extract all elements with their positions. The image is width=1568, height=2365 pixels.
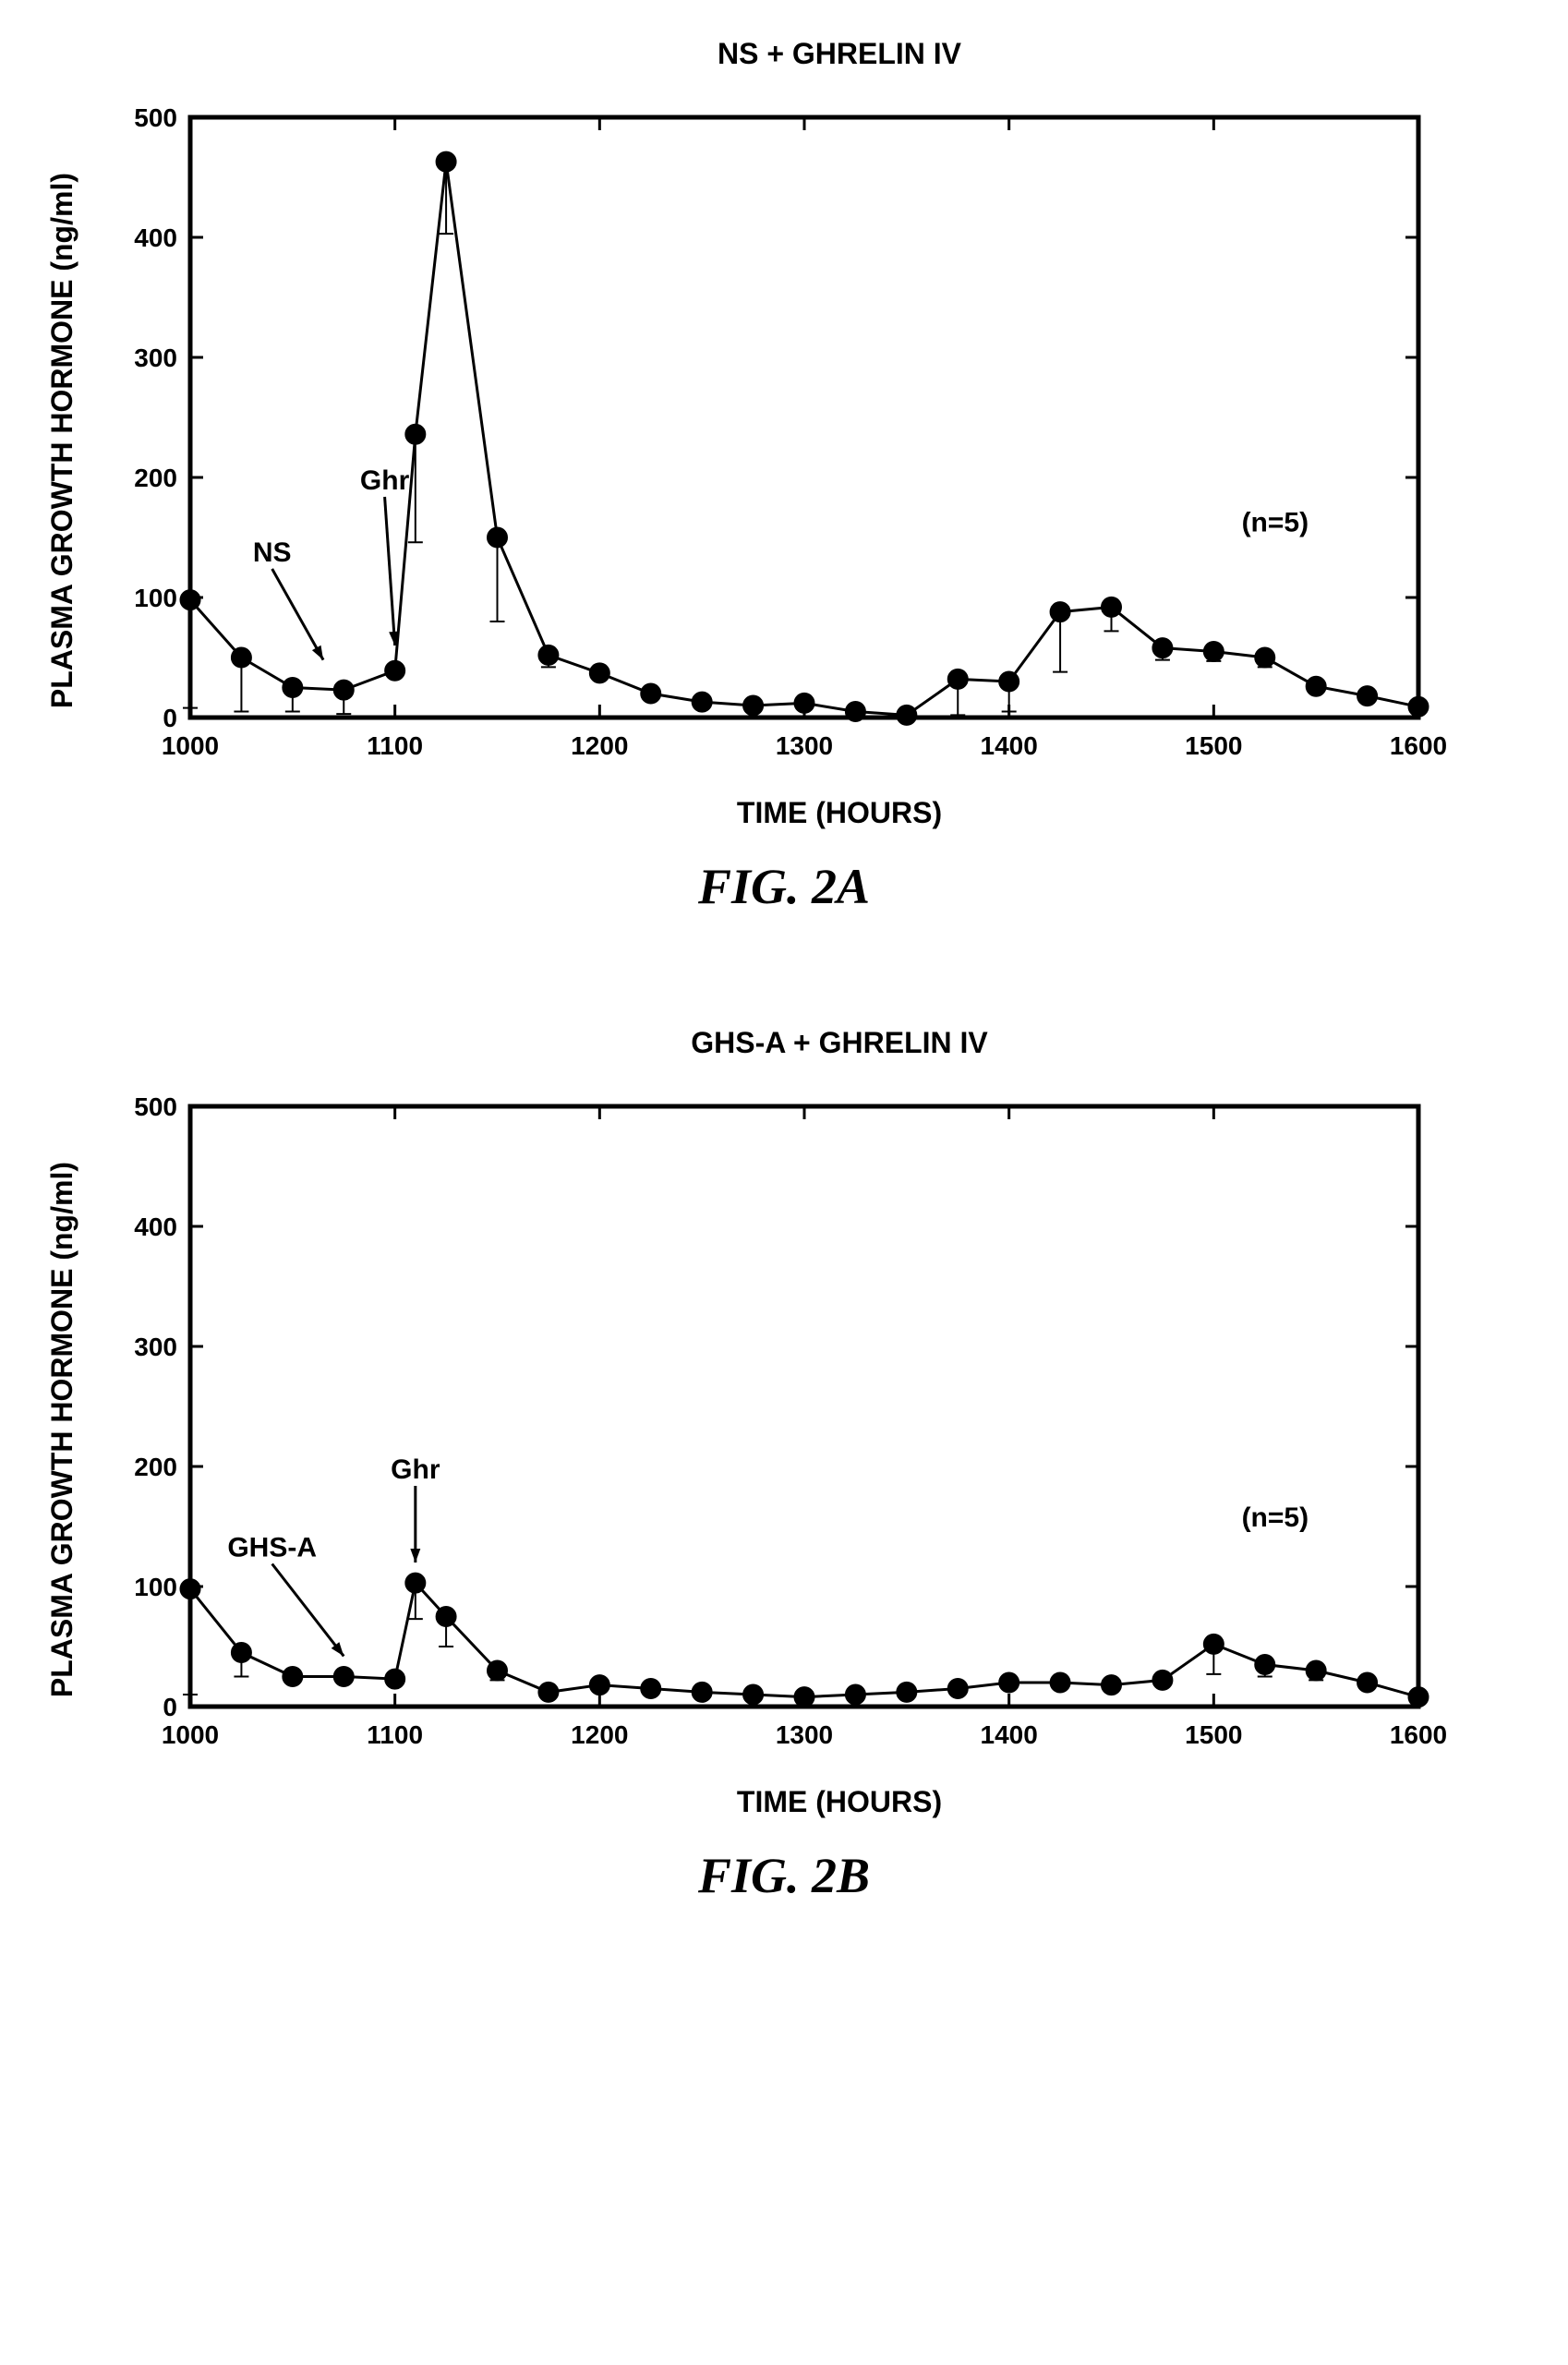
svg-text:200: 200 (134, 464, 177, 492)
svg-text:1200: 1200 (571, 1720, 628, 1749)
svg-text:1300: 1300 (776, 1720, 833, 1749)
svg-text:200: 200 (134, 1453, 177, 1481)
figure-2a-block: NS + GHRELIN IV PLASMA GROWTH HORMONE (n… (45, 37, 1523, 915)
svg-text:400: 400 (134, 1213, 177, 1241)
svg-text:1300: 1300 (776, 731, 833, 760)
chart-b-wrap: PLASMA GROWTH HORMONE (ng/ml) 0 100 200 300… (45, 1079, 1523, 1780)
svg-text:GHS-A: GHS-A (227, 1533, 317, 1563)
svg-text:Ghr: Ghr (360, 465, 410, 496)
svg-text:1000: 1000 (162, 1720, 219, 1749)
chart-a-xlabel: TIME (HOURS) (156, 796, 1523, 830)
svg-text:(n=5): (n=5) (1242, 1502, 1309, 1533)
svg-text:0: 0 (163, 704, 177, 732)
figure-2b-caption: FIG. 2B (45, 1847, 1523, 1904)
chart-a-wrap: PLASMA GROWTH HORMONE (ng/ml) 0 100 200 300… (45, 90, 1523, 791)
svg-text:1600: 1600 (1390, 731, 1447, 760)
svg-text:1000: 1000 (162, 731, 219, 760)
svg-text:500: 500 (134, 1092, 177, 1121)
svg-text:400: 400 (134, 223, 177, 252)
chart-a-ylabel: PLASMA GROWTH HORMONE (ng/ml) (45, 173, 79, 708)
svg-text:500: 500 (134, 103, 177, 132)
svg-text:Ghr: Ghr (391, 1454, 440, 1485)
chart-b-xlabel: TIME (HOURS) (156, 1785, 1523, 1819)
svg-text:(n=5): (n=5) (1242, 508, 1309, 538)
figure-2a-caption: FIG. 2A (45, 858, 1523, 915)
svg-text:300: 300 (134, 344, 177, 372)
svg-text:100: 100 (134, 1573, 177, 1601)
figure-container: NS + GHRELIN IV PLASMA GROWTH HORMONE (n… (45, 37, 1523, 1904)
svg-text:300: 300 (134, 1333, 177, 1361)
chart-b-ylabel: PLASMA GROWTH HORMONE (ng/ml) (45, 1162, 79, 1697)
figure-2b-block: GHS-A + GHRELIN IV PLASMA GROWTH HORMONE… (45, 1026, 1523, 1904)
chart-b-svg: 0 100 200 300 400 500 1000 1100 1200 1300 1400 1500… (89, 1079, 1455, 1780)
svg-text:1200: 1200 (571, 731, 628, 760)
chart-b-title: GHS-A + GHRELIN IV (156, 1026, 1523, 1060)
svg-text:1500: 1500 (1185, 1720, 1242, 1749)
svg-text:1400: 1400 (981, 1720, 1038, 1749)
svg-text:1100: 1100 (367, 731, 423, 760)
chart-a-svg: 0 100 200 300 400 500 1000 1100 1200 1300 1400 1500… (89, 90, 1455, 791)
chart-a-title: NS + GHRELIN IV (156, 37, 1523, 71)
svg-text:1500: 1500 (1185, 731, 1242, 760)
svg-text:0: 0 (163, 1693, 177, 1721)
svg-text:1400: 1400 (981, 731, 1038, 760)
svg-text:NS: NS (253, 537, 292, 568)
svg-text:100: 100 (134, 584, 177, 612)
svg-text:1100: 1100 (367, 1720, 423, 1749)
svg-text:1600: 1600 (1390, 1720, 1447, 1749)
